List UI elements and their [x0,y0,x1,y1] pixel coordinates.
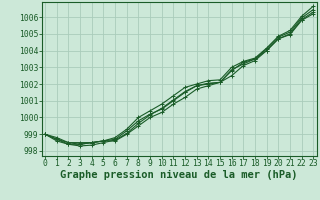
X-axis label: Graphe pression niveau de la mer (hPa): Graphe pression niveau de la mer (hPa) [60,170,298,180]
